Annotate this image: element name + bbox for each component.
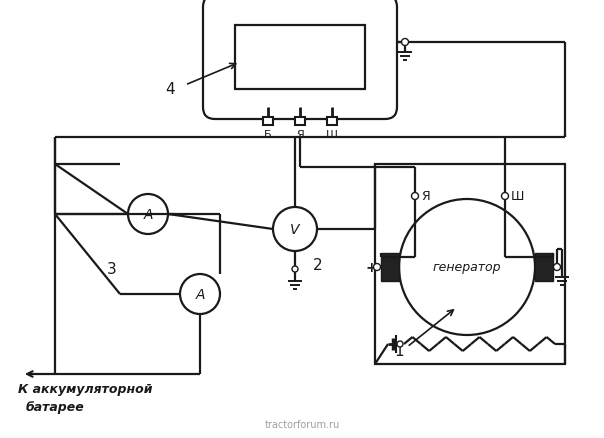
Text: Ш: Ш (326, 130, 338, 140)
Text: Я: Я (296, 130, 304, 140)
Circle shape (128, 194, 168, 234)
Circle shape (180, 274, 220, 314)
Circle shape (397, 341, 403, 347)
Circle shape (373, 264, 381, 271)
Text: -: - (557, 261, 563, 274)
Bar (235, 26, 365, 90)
Circle shape (402, 39, 408, 46)
Circle shape (553, 264, 561, 271)
Bar (535, 254, 553, 281)
Text: К аккумуляторной: К аккумуляторной (18, 383, 152, 396)
Circle shape (292, 266, 298, 272)
Text: V: V (291, 223, 300, 237)
Text: tractorforum.ru: tractorforum.ru (265, 419, 339, 429)
Text: 3: 3 (107, 262, 117, 277)
Text: 2: 2 (313, 258, 323, 272)
Circle shape (501, 193, 509, 200)
Bar (375, 165, 565, 364)
Text: A: A (195, 287, 205, 301)
Text: 1: 1 (394, 343, 404, 358)
Bar (381, 254, 399, 281)
Bar (327, 118, 337, 126)
Circle shape (273, 208, 317, 251)
Text: +: + (365, 261, 377, 274)
FancyBboxPatch shape (203, 0, 397, 120)
Text: Я: Я (421, 190, 429, 203)
Bar (263, 118, 273, 126)
Text: A: A (143, 208, 153, 222)
Circle shape (399, 200, 535, 335)
Bar (295, 118, 305, 126)
Text: генератор: генератор (432, 261, 501, 274)
Circle shape (411, 193, 419, 200)
Text: 4: 4 (165, 82, 175, 97)
Text: батарее: батарее (25, 401, 85, 413)
Text: Б: Б (264, 130, 272, 140)
Text: Ш: Ш (511, 190, 524, 203)
